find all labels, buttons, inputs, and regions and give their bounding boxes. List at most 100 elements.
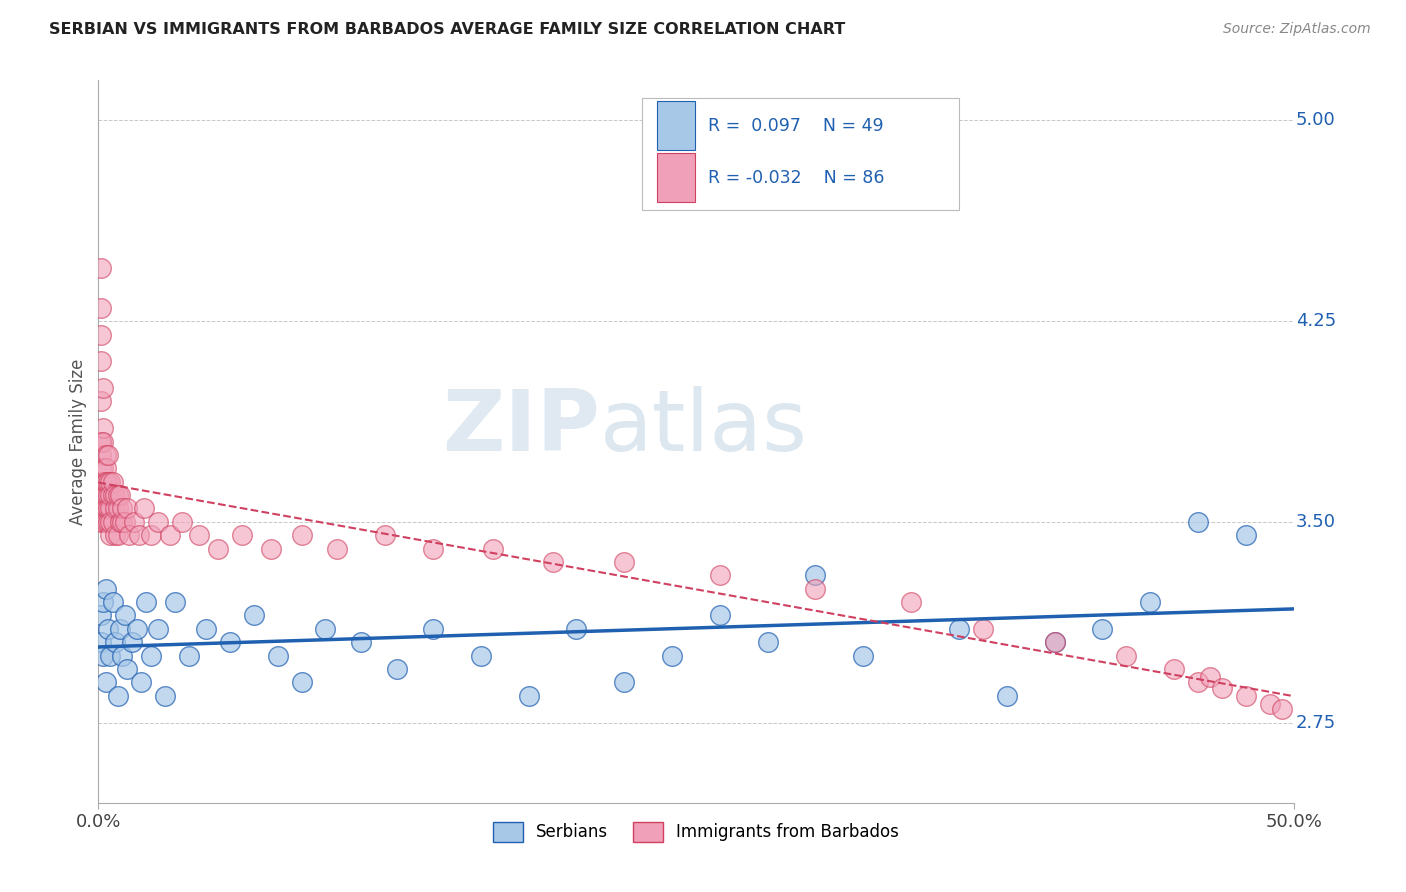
- Point: [90, 434, 112, 449]
- Point: [90, 354, 112, 368]
- Point: [90, 394, 112, 409]
- Point: [90, 301, 112, 315]
- Point: [1187, 515, 1209, 529]
- Text: 3.50: 3.50: [1296, 513, 1336, 531]
- Point: [995, 689, 1018, 703]
- Point: [94, 582, 117, 596]
- Point: [139, 648, 162, 663]
- FancyBboxPatch shape: [657, 153, 695, 202]
- Point: [661, 648, 683, 663]
- Point: [114, 608, 136, 623]
- Point: [470, 648, 492, 663]
- Point: [94, 461, 117, 475]
- Point: [315, 622, 337, 636]
- Point: [101, 515, 124, 529]
- Point: [111, 515, 134, 529]
- Point: [94, 475, 117, 489]
- Point: [163, 595, 186, 609]
- Point: [422, 622, 444, 636]
- Text: 4.25: 4.25: [1296, 312, 1336, 330]
- Point: [104, 528, 127, 542]
- Text: R = -0.032    N = 86: R = -0.032 N = 86: [709, 169, 884, 186]
- Point: [90, 461, 112, 475]
- Text: ZIP: ZIP: [443, 385, 600, 468]
- Point: [481, 541, 505, 556]
- Point: [131, 675, 153, 690]
- Point: [207, 541, 229, 556]
- Point: [90, 327, 112, 342]
- Point: [91, 488, 114, 502]
- FancyBboxPatch shape: [657, 101, 695, 151]
- Point: [1258, 697, 1281, 711]
- Point: [972, 622, 994, 636]
- Point: [90, 635, 112, 649]
- Point: [385, 662, 409, 676]
- Point: [118, 528, 141, 542]
- Text: SERBIAN VS IMMIGRANTS FROM BARBADOS AVERAGE FAMILY SIZE CORRELATION CHART: SERBIAN VS IMMIGRANTS FROM BARBADOS AVER…: [49, 22, 845, 37]
- Point: [219, 635, 242, 649]
- Point: [243, 608, 266, 623]
- Point: [124, 515, 146, 529]
- Point: [709, 568, 731, 582]
- Point: [90, 475, 112, 489]
- Point: [101, 595, 124, 609]
- Point: [108, 622, 131, 636]
- Point: [94, 501, 117, 516]
- Point: [98, 488, 122, 502]
- Point: [231, 528, 253, 542]
- Point: [139, 528, 162, 542]
- Point: [135, 595, 157, 609]
- Point: [1043, 635, 1066, 649]
- Point: [97, 515, 120, 529]
- FancyBboxPatch shape: [643, 98, 959, 211]
- Point: [1115, 648, 1137, 663]
- Point: [115, 662, 138, 676]
- Point: [1271, 702, 1294, 716]
- Point: [179, 648, 201, 663]
- Point: [422, 541, 444, 556]
- Point: [259, 541, 281, 556]
- Point: [1139, 595, 1161, 609]
- Point: [94, 448, 117, 462]
- Point: [97, 501, 120, 516]
- Point: [104, 488, 127, 502]
- Text: atlas: atlas: [600, 385, 808, 468]
- Point: [1043, 635, 1066, 649]
- Point: [114, 515, 136, 529]
- Point: [108, 488, 131, 502]
- Point: [148, 515, 170, 529]
- Point: [804, 582, 827, 596]
- Point: [91, 501, 114, 516]
- Point: [90, 434, 112, 449]
- Point: [107, 501, 129, 516]
- Point: [756, 635, 779, 649]
- Legend: Serbians, Immigrants from Barbados: Serbians, Immigrants from Barbados: [486, 815, 905, 848]
- Point: [195, 622, 218, 636]
- Y-axis label: Average Family Size: Average Family Size: [69, 359, 87, 524]
- Point: [115, 501, 138, 516]
- Point: [350, 635, 373, 649]
- Point: [613, 555, 636, 569]
- Point: [613, 675, 636, 690]
- Point: [97, 475, 120, 489]
- Point: [90, 475, 112, 489]
- Point: [172, 515, 194, 529]
- Point: [90, 501, 112, 516]
- Point: [107, 488, 129, 502]
- Point: [1234, 689, 1257, 703]
- Point: [94, 515, 117, 529]
- Point: [267, 648, 290, 663]
- Point: [97, 622, 120, 636]
- Point: [98, 648, 122, 663]
- Point: [852, 648, 875, 663]
- Point: [1091, 622, 1114, 636]
- Text: 5.00: 5.00: [1296, 112, 1336, 129]
- Point: [326, 541, 349, 556]
- Point: [291, 528, 314, 542]
- Point: [1211, 681, 1233, 695]
- Point: [107, 528, 129, 542]
- Point: [132, 501, 155, 516]
- Point: [91, 381, 114, 395]
- Point: [121, 635, 143, 649]
- Point: [804, 568, 827, 582]
